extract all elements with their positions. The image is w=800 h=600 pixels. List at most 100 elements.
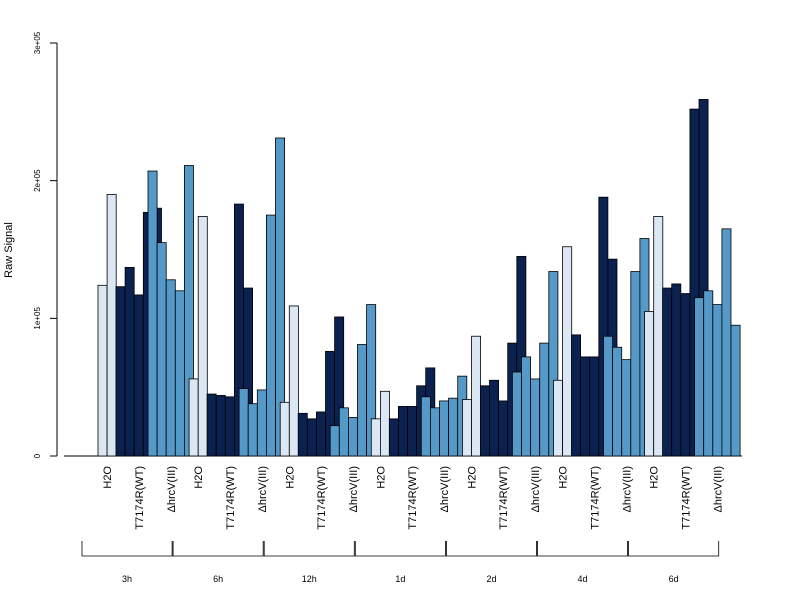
- sample-label: ΔhrcV(III): [712, 466, 724, 512]
- bar: [407, 406, 418, 457]
- sample-label: H2O: [193, 466, 205, 489]
- bar: [197, 216, 208, 457]
- bar: [188, 378, 199, 457]
- bar: [306, 418, 317, 457]
- bar: [580, 356, 591, 457]
- bar: [156, 242, 167, 457]
- group-brackets: 3h 6h 12h 1d 2d 4d 6d: [81, 541, 720, 584]
- bar: [133, 294, 144, 457]
- bar: [238, 388, 249, 457]
- sample-label: T7174R(WT): [680, 466, 692, 530]
- y-tick-label: 1e+05: [33, 307, 42, 330]
- sample-label: ΔhrcV(III): [166, 466, 178, 512]
- sample-label: T7174R(WT): [225, 466, 237, 530]
- sample-label: T7174R(WT): [498, 466, 510, 530]
- bar: [521, 356, 532, 457]
- group-bracket: [537, 541, 628, 557]
- group-label: 3h: [122, 574, 132, 584]
- sample-label: T7174R(WT): [407, 466, 419, 530]
- y-axis-label: Raw Signal: [3, 222, 15, 278]
- bar: [429, 407, 440, 457]
- bar: [420, 396, 431, 457]
- group-bracket: [354, 541, 446, 557]
- bar: [671, 283, 682, 457]
- bar: [730, 324, 741, 457]
- sample-label: H2O: [102, 466, 114, 489]
- group-bracket: [263, 541, 355, 557]
- bar: [147, 170, 158, 457]
- group-label: 6d: [669, 574, 679, 584]
- y-axis-ticks: 0 1e+05 2e+05 3e+05: [33, 31, 57, 458]
- bar: [621, 359, 632, 457]
- bar: [224, 396, 235, 457]
- bar: [124, 266, 135, 457]
- bar: [680, 293, 691, 457]
- bar: [115, 286, 126, 457]
- bar: [347, 417, 358, 457]
- bar: [712, 304, 723, 457]
- bar: [247, 403, 258, 457]
- bar: [694, 297, 705, 457]
- group-label: 4d: [578, 574, 588, 584]
- bar: [612, 346, 623, 457]
- bar: [461, 399, 472, 457]
- bar: [288, 305, 299, 457]
- group-bracket: [628, 541, 720, 557]
- sample-label: ΔhrcV(III): [439, 466, 451, 512]
- bar: [589, 356, 600, 457]
- y-axis: 0 1e+05 2e+05 3e+05 Raw Signal: [3, 31, 58, 458]
- bar: [498, 400, 509, 457]
- sample-label: ΔhrcV(III): [257, 466, 269, 512]
- bar: [512, 371, 522, 457]
- sample-label: H2O: [649, 466, 661, 489]
- group-label: 1d: [395, 574, 405, 584]
- group-label: 6h: [213, 574, 223, 584]
- bar: [357, 344, 368, 457]
- bar: [553, 379, 564, 457]
- bar: [174, 290, 185, 457]
- group-label: 12h: [302, 574, 317, 584]
- bar: [370, 418, 381, 457]
- bar: [489, 379, 500, 457]
- sample-labels: H2O T7174R(WT) ΔhrcV(III) H2O T7174R(WT) Δhrc…: [102, 466, 724, 530]
- bar: [397, 406, 408, 457]
- group-bracket: [81, 541, 173, 557]
- y-tick-label: 2e+05: [33, 169, 42, 192]
- bar: [653, 216, 664, 457]
- group-bracket: [446, 541, 537, 557]
- group-bracket: [172, 541, 264, 557]
- bar: [106, 194, 117, 457]
- sample-label: T7174R(WT): [134, 466, 146, 530]
- sample-label: H2O: [375, 466, 387, 489]
- sample-label: H2O: [558, 466, 570, 489]
- y-tick-label: 0: [33, 453, 42, 458]
- sample-label: ΔhrcV(III): [348, 466, 360, 512]
- sample-label: H2O: [467, 466, 479, 489]
- sample-label: T7174R(WT): [316, 466, 328, 530]
- group-label: 2d: [486, 574, 496, 584]
- bar: [530, 378, 541, 457]
- bar: [279, 401, 290, 457]
- bar: [379, 390, 390, 457]
- bar: [703, 290, 714, 457]
- sample-label: ΔhrcV(III): [530, 466, 542, 512]
- bar: [644, 311, 655, 457]
- bar: [539, 342, 550, 457]
- bar: [165, 279, 176, 457]
- bars: [97, 99, 741, 457]
- bar: [562, 246, 573, 457]
- bar: [297, 412, 308, 457]
- bar: [338, 407, 349, 457]
- sample-label: T7174R(WT): [589, 466, 601, 530]
- bar: [630, 271, 641, 457]
- sample-label: H2O: [284, 466, 296, 489]
- sample-label: ΔhrcV(III): [621, 466, 633, 512]
- bar: [471, 335, 482, 457]
- y-tick-label: 3e+05: [33, 31, 42, 54]
- bar: [215, 395, 226, 457]
- bar: [721, 228, 732, 457]
- bar: [479, 385, 490, 457]
- bar: [662, 287, 673, 457]
- bar: [256, 389, 267, 457]
